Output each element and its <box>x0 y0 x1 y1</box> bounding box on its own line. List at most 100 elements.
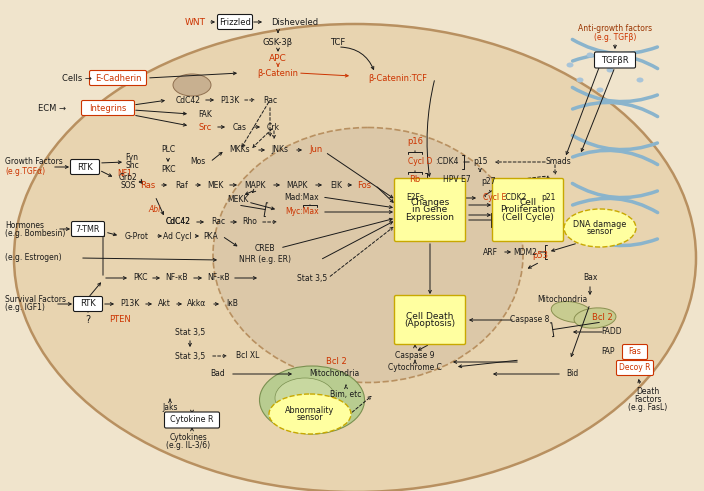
Text: Jun: Jun <box>309 145 322 155</box>
FancyArrowPatch shape <box>572 184 658 197</box>
Ellipse shape <box>14 24 696 491</box>
Text: ElK: ElK <box>330 181 342 190</box>
Text: (e.g.TGFα): (e.g.TGFα) <box>5 166 45 175</box>
Text: Mad:Max: Mad:Max <box>284 192 320 201</box>
Text: p27: p27 <box>481 178 495 187</box>
FancyArrowPatch shape <box>572 87 658 102</box>
Text: E2Fs: E2Fs <box>406 193 424 202</box>
Text: Anti-growth factors: Anti-growth factors <box>578 24 652 32</box>
Text: Bcl 2: Bcl 2 <box>326 357 346 366</box>
Text: (Apoptosis): (Apoptosis) <box>404 319 455 328</box>
Text: PKC: PKC <box>161 165 175 174</box>
Text: PKA: PKA <box>203 231 218 241</box>
Text: WNT: WNT <box>184 18 206 27</box>
Text: Frizzled: Frizzled <box>219 18 251 27</box>
Text: Rho: Rho <box>243 218 258 226</box>
Ellipse shape <box>636 78 643 82</box>
Text: Abnormality: Abnormality <box>285 406 334 415</box>
Text: Abl: Abl <box>149 206 161 215</box>
Text: CREB: CREB <box>255 244 275 252</box>
Text: FADD: FADD <box>602 327 622 336</box>
Text: Fas: Fas <box>629 348 641 356</box>
Text: ARF: ARF <box>482 247 498 256</box>
Text: CdC42: CdC42 <box>165 218 191 226</box>
Text: Expression: Expression <box>406 213 455 222</box>
Text: :CDK2: :CDK2 <box>503 193 527 202</box>
Text: Cycl E: Cycl E <box>484 193 507 202</box>
Text: (e.g. IL-3/6): (e.g. IL-3/6) <box>166 440 210 449</box>
Text: APC: APC <box>269 54 287 62</box>
Text: Fos: Fos <box>357 181 371 190</box>
Text: ECM →: ECM → <box>38 104 66 112</box>
Text: Rac: Rac <box>211 218 225 226</box>
Text: Bim, etc: Bim, etc <box>330 389 362 399</box>
Text: E-Cadherin: E-Cadherin <box>95 74 142 82</box>
Text: Bad: Bad <box>210 370 225 379</box>
Text: :CDK4: :CDK4 <box>435 158 459 166</box>
Text: Shc: Shc <box>125 162 139 170</box>
Text: Rac: Rac <box>263 96 277 105</box>
Text: Growth Factors: Growth Factors <box>5 158 63 166</box>
Text: Cytochrome C: Cytochrome C <box>388 363 442 373</box>
Ellipse shape <box>173 74 211 96</box>
Text: p15: p15 <box>473 158 487 166</box>
Text: NHR (e.g. ER): NHR (e.g. ER) <box>239 255 291 265</box>
Ellipse shape <box>567 62 574 67</box>
Text: (e.g. FasL): (e.g. FasL) <box>629 404 667 412</box>
Text: JNKs: JNKs <box>272 145 289 155</box>
Text: FAP: FAP <box>601 348 615 356</box>
Text: NF-κB: NF-κB <box>165 273 188 282</box>
Ellipse shape <box>586 53 593 57</box>
FancyBboxPatch shape <box>394 179 465 242</box>
Text: Survival Factors: Survival Factors <box>5 296 66 304</box>
Text: in Gene: in Gene <box>413 206 448 215</box>
Text: TGFβR: TGFβR <box>601 55 629 64</box>
Text: MEK: MEK <box>207 181 223 190</box>
Text: Akkα: Akkα <box>187 300 207 308</box>
Text: Cell Death: Cell Death <box>406 312 453 321</box>
Text: Cytokines: Cytokines <box>169 433 207 441</box>
Text: Myc:Max: Myc:Max <box>285 208 319 217</box>
Text: MDM2: MDM2 <box>513 247 537 256</box>
Text: TCF: TCF <box>330 37 346 47</box>
Text: PKC: PKC <box>133 273 147 282</box>
Text: HPV E7: HPV E7 <box>444 175 471 185</box>
Text: P13K: P13K <box>120 300 139 308</box>
Text: Mos: Mos <box>190 158 206 166</box>
FancyArrowPatch shape <box>572 231 658 246</box>
Text: CdC42: CdC42 <box>165 218 191 226</box>
Text: PLC: PLC <box>161 145 175 155</box>
FancyBboxPatch shape <box>617 360 653 376</box>
Text: Caspase 9: Caspase 9 <box>395 351 435 359</box>
Text: β-Catenin:TCF: β-Catenin:TCF <box>368 74 427 82</box>
FancyArrowPatch shape <box>572 55 658 69</box>
Text: Changes: Changes <box>410 198 450 207</box>
Text: p16: p16 <box>407 137 423 146</box>
FancyBboxPatch shape <box>82 101 134 115</box>
Text: Stat 3,5: Stat 3,5 <box>175 352 205 360</box>
FancyArrowPatch shape <box>572 150 658 164</box>
Text: MAPK: MAPK <box>244 181 265 190</box>
Text: Bcl 2: Bcl 2 <box>591 313 612 323</box>
Text: Caspase 8: Caspase 8 <box>510 316 550 325</box>
Text: 7-TMR: 7-TMR <box>76 224 100 234</box>
FancyArrowPatch shape <box>572 136 658 150</box>
Ellipse shape <box>260 366 365 434</box>
Text: sensor: sensor <box>586 227 613 236</box>
Text: P13K: P13K <box>220 96 239 105</box>
Text: SOS: SOS <box>120 182 136 191</box>
FancyBboxPatch shape <box>394 296 465 345</box>
Text: Mitochondria: Mitochondria <box>309 370 359 379</box>
FancyBboxPatch shape <box>622 345 648 359</box>
Text: Akt: Akt <box>158 300 170 308</box>
Text: ?: ? <box>85 315 91 325</box>
Text: Src: Src <box>199 122 212 132</box>
Ellipse shape <box>269 394 351 434</box>
Text: Smads: Smads <box>545 158 571 166</box>
Text: Ad Cycl: Ad Cycl <box>163 231 191 241</box>
Text: Proliferation: Proliferation <box>501 206 555 215</box>
Text: Cycl D: Cycl D <box>408 158 432 166</box>
FancyBboxPatch shape <box>89 71 146 85</box>
Text: DNA damage: DNA damage <box>573 220 627 229</box>
FancyArrowPatch shape <box>572 39 658 54</box>
